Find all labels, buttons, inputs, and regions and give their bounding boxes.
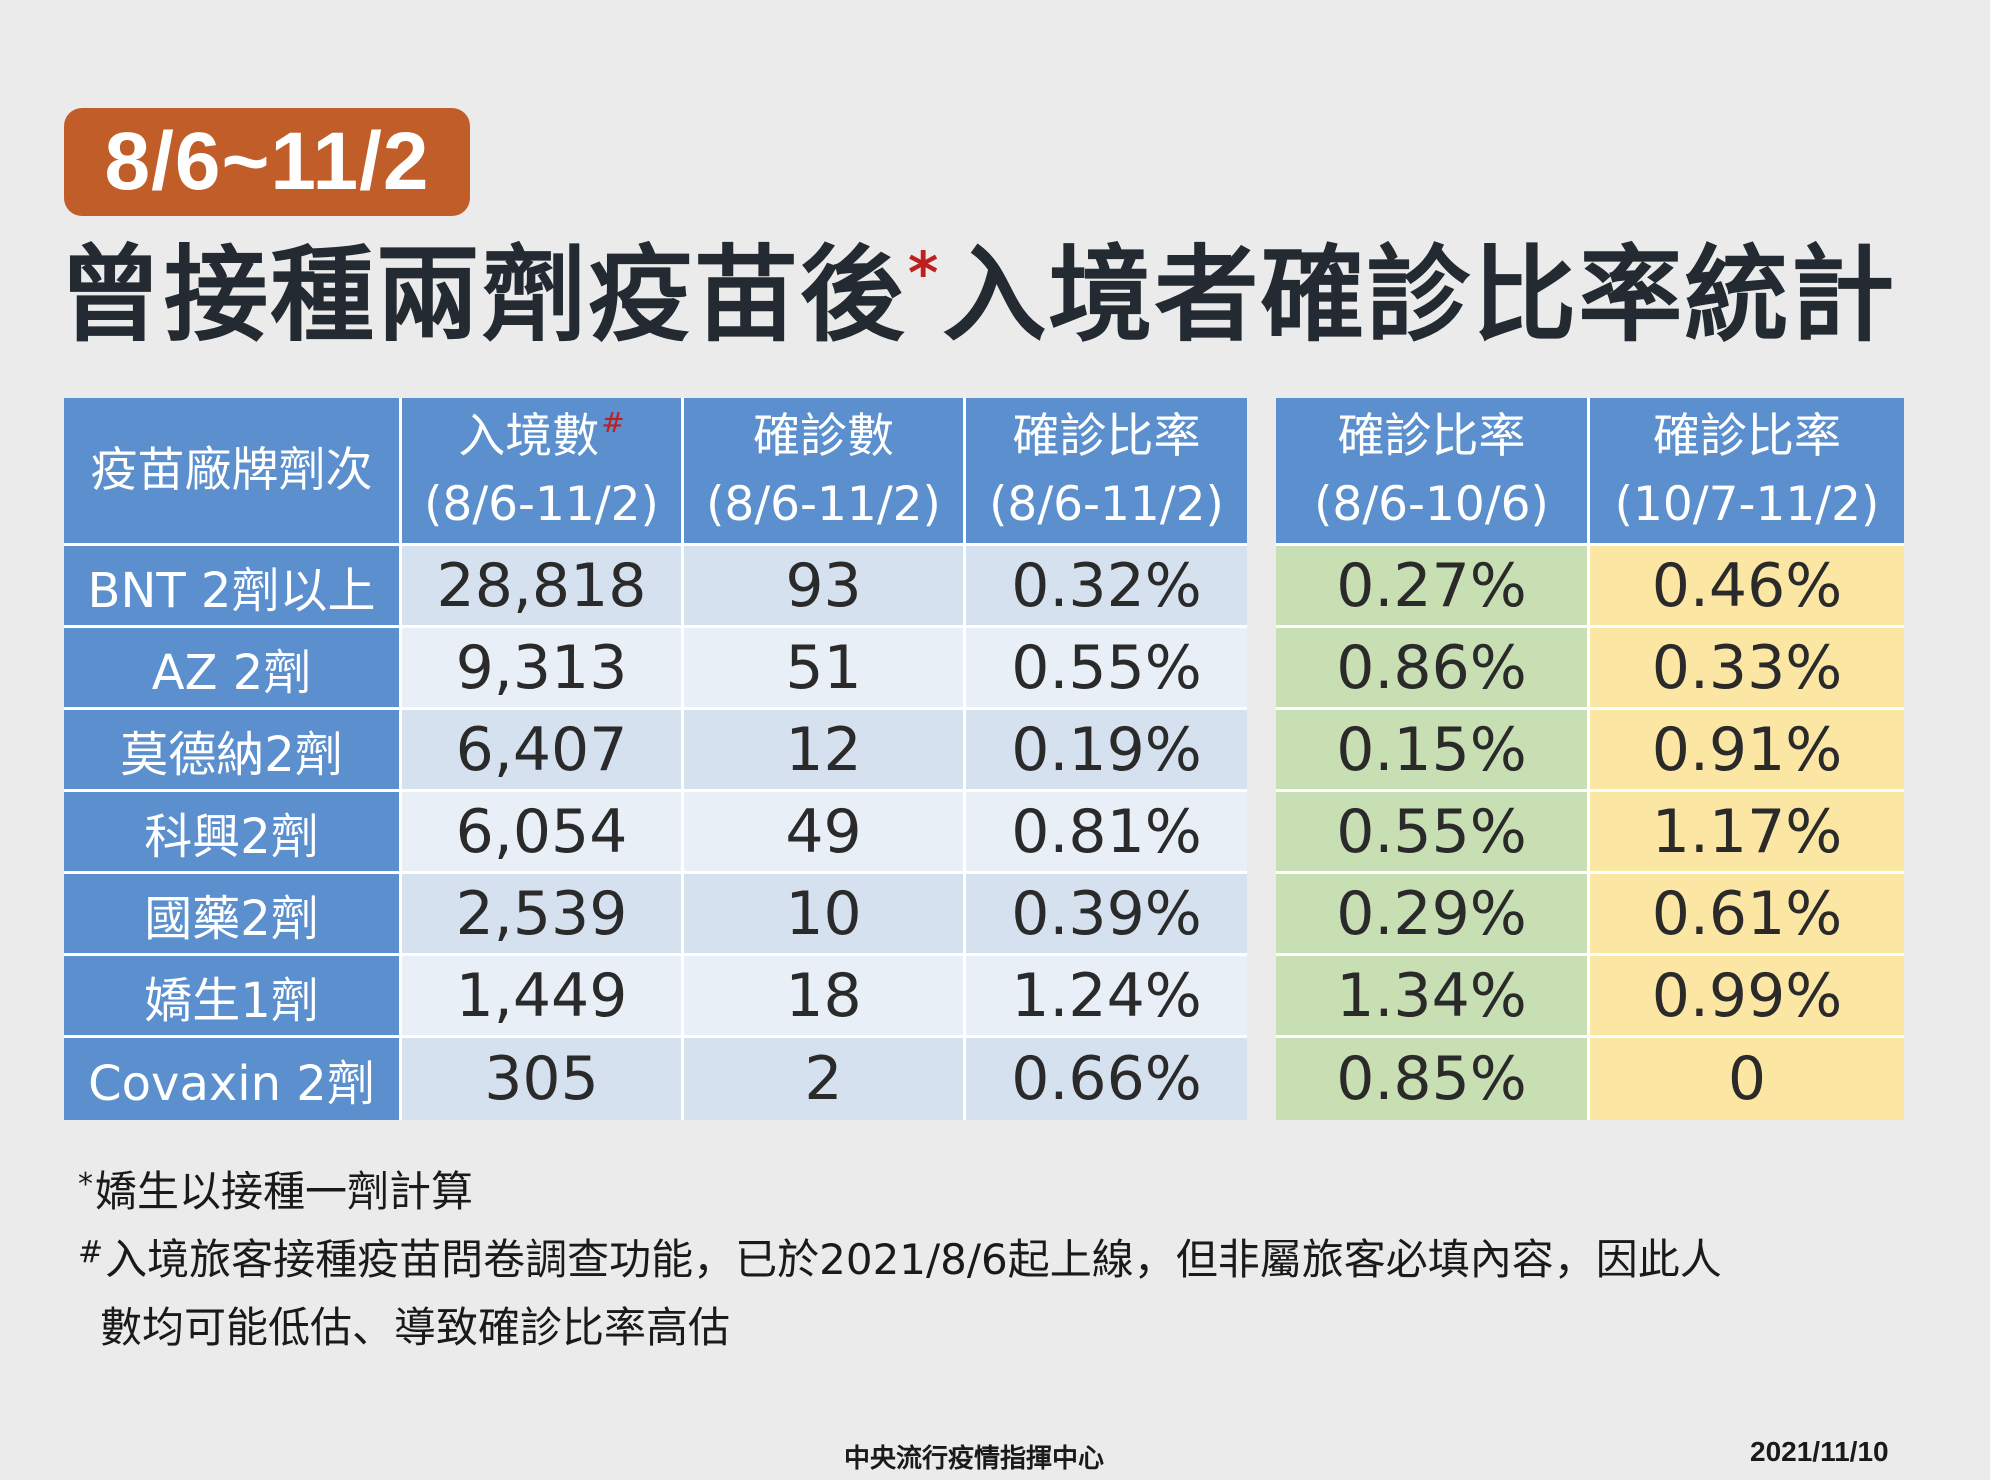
table-row: 0.15% 0.91% [1276,710,1904,792]
cell-brand: 嬌生1劑 [64,956,402,1038]
cell-rate-period1: 0.15% [1276,710,1590,792]
vaccine-stats-table: 疫苗廠牌劑次 入境數# (8/6-11/2) 確診數 (8/6-11/2) 確診… [64,398,1247,1120]
header-rate-all: 確診比率 (8/6-11/2) [966,398,1247,546]
cell-brand: 莫德納2劑 [64,710,402,792]
cell-entries: 6,054 [402,792,684,874]
table-row: 嬌生1劑 1,449 18 1.24% [64,956,1247,1038]
table-row: AZ 2劑 9,313 51 0.55% [64,628,1247,710]
cell-brand: Covaxin 2劑 [64,1038,402,1120]
footer-date: 2021/11/10 [1750,1436,1889,1467]
header-cases-line2: (8/6-11/2) [706,476,941,532]
table-row: 0.86% 0.33% [1276,628,1904,710]
header-entries-hash-mark: # [601,405,625,439]
cell-rate-period2: 0.61% [1590,874,1904,956]
cell-rate-period2: 1.17% [1590,792,1904,874]
header-entries: 入境數# (8/6-11/2) [402,398,684,546]
table-row: 科興2劑 6,054 49 0.81% [64,792,1247,874]
header-entries-line2: (8/6-11/2) [424,476,659,532]
cell-rate-period2: 0 [1590,1038,1904,1120]
footnote-janssen: *嬌生以接種一劑計算 [78,1158,1938,1226]
table-row: 國藥2劑 2,539 10 0.39% [64,874,1247,956]
title-text-before: 曾接種兩劑疫苗後 [58,234,907,356]
cell-rate-period2: 0.46% [1590,546,1904,628]
cell-rate-all: 0.19% [966,710,1247,792]
header-rate-period2: 確診比率 (10/7-11/2) [1590,398,1904,546]
header-rate-all-line1: 確診比率 [1012,408,1201,464]
cell-rate-all: 0.32% [966,546,1247,628]
cell-brand: BNT 2劑以上 [64,546,402,628]
cell-brand: AZ 2劑 [64,628,402,710]
table-row: 0.29% 0.61% [1276,874,1904,956]
cell-entries: 6,407 [402,710,684,792]
header-vaccine-brand-label: 疫苗廠牌劑次 [90,442,373,498]
cell-rate-period2: 0.33% [1590,628,1904,710]
table-row: 莫德納2劑 6,407 12 0.19% [64,710,1247,792]
cell-rate-period1: 0.86% [1276,628,1590,710]
table-row: Covaxin 2劑 305 2 0.66% [64,1038,1247,1120]
cell-rate-period1: 0.55% [1276,792,1590,874]
table-row: 0.85% 0 [1276,1038,1904,1120]
footnote-survey: #入境旅客接種疫苗問卷調查功能，已於2021/8/6起上線，但非屬旅客必填內容，… [78,1226,1938,1294]
footnote-survey-line1: 入境旅客接種疫苗問卷調查功能，已於2021/8/6起上線，但非屬旅客必填內容，因… [105,1235,1722,1284]
cell-rate-all: 1.24% [966,956,1247,1038]
cell-cases: 12 [684,710,966,792]
title-text-after: 入境者確診比率統計 [942,234,1897,356]
footnote-survey-continued: 數均可能低估、導致確診比率高估 [78,1294,1938,1362]
header-rate-period2-line2: (10/7-11/2) [1614,476,1880,532]
cell-rate-all: 0.81% [966,792,1247,874]
table-row: 1.34% 0.99% [1276,956,1904,1038]
header-rate-all-line2: (8/6-11/2) [989,476,1224,532]
cell-rate-period1: 1.34% [1276,956,1590,1038]
header-cases: 確診數 (8/6-11/2) [684,398,966,546]
cell-entries: 9,313 [402,628,684,710]
cell-entries: 305 [402,1038,684,1120]
footer-organization: 中央流行疫情指揮中心 [844,1444,1105,1474]
cell-cases: 18 [684,956,966,1038]
footnote-janssen-text: 嬌生以接種一劑計算 [95,1167,474,1216]
cell-rate-period1: 0.27% [1276,546,1590,628]
cell-rate-all: 0.39% [966,874,1247,956]
cell-entries: 28,818 [402,546,684,628]
header-rate-period1: 確診比率 (8/6-10/6) [1276,398,1590,546]
cell-entries: 1,449 [402,956,684,1038]
cell-cases: 10 [684,874,966,956]
cell-rate-period1: 0.85% [1276,1038,1590,1120]
cell-rate-all: 0.66% [966,1038,1247,1120]
cell-entries: 2,539 [402,874,684,956]
footnotes: *嬌生以接種一劑計算 #入境旅客接種疫苗問卷調查功能，已於2021/8/6起上線… [78,1158,1938,1362]
header-entries-line1: 入境數 [458,408,600,464]
header-rate-period2-line1: 確診比率 [1653,408,1841,464]
table-row: 0.27% 0.46% [1276,546,1904,628]
header-rate-period1-line2: (8/6-10/6) [1314,476,1549,532]
cell-cases: 2 [684,1038,966,1120]
table-row: BNT 2劑以上 28,818 93 0.32% [64,546,1247,628]
date-range-badge: 8/6~11/2 [64,108,470,216]
cell-brand: 國藥2劑 [64,874,402,956]
header-cases-line1: 確診數 [753,408,894,464]
table-row: 0.55% 1.17% [1276,792,1904,874]
title-asterisk-mark: * [908,239,941,307]
cell-cases: 49 [684,792,966,874]
header-vaccine-brand: 疫苗廠牌劑次 [64,398,402,546]
cell-rate-period2: 0.99% [1590,956,1904,1038]
footnote-asterisk-mark: * [78,1167,93,1202]
period-rate-table: 確診比率 (8/6-10/6) 確診比率 (10/7-11/2) 0.27% 0… [1276,398,1904,1120]
cell-cases: 93 [684,546,966,628]
footnote-hash-mark: # [78,1235,104,1270]
cell-cases: 51 [684,628,966,710]
page-title: 曾接種兩劑疫苗後*入境者確診比率統計 [58,230,1896,360]
cell-rate-period1: 0.29% [1276,874,1590,956]
cell-rate-all: 0.55% [966,628,1247,710]
cell-brand: 科興2劑 [64,792,402,874]
cell-rate-period2: 0.91% [1590,710,1904,792]
header-rate-period1-line1: 確診比率 [1337,408,1526,464]
footnote-survey-line2: 數均可能低估、導致確診比率高估 [100,1303,731,1352]
